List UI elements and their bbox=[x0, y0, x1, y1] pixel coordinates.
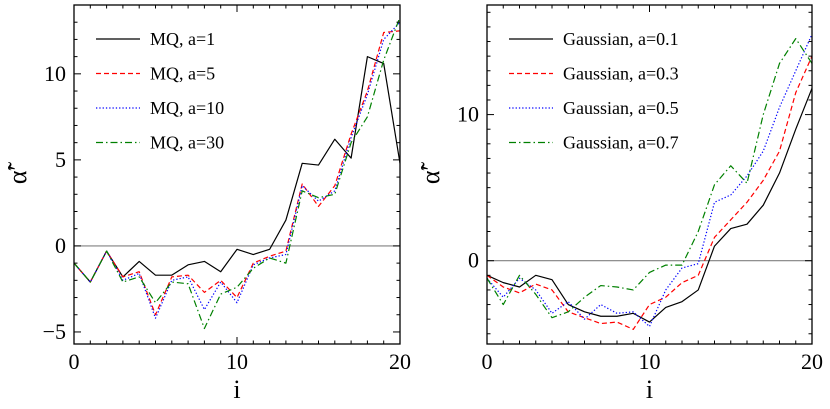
series-group bbox=[487, 33, 812, 330]
x-tick-label: 20 bbox=[389, 349, 411, 374]
series-line-3 bbox=[487, 33, 812, 328]
series-line-2 bbox=[487, 55, 812, 330]
series-line-4 bbox=[487, 38, 812, 319]
series-line-3 bbox=[74, 21, 400, 319]
x-tick-label: 10 bbox=[226, 349, 248, 374]
y-tick-label: −5 bbox=[43, 319, 66, 344]
legend-label: MQ, a=1 bbox=[150, 29, 215, 49]
series-line-4 bbox=[74, 16, 400, 330]
series-line-1 bbox=[487, 88, 812, 323]
x-axis-label: i bbox=[646, 375, 653, 404]
x-tick-label: 10 bbox=[639, 349, 661, 374]
legend-label: Gaussian, a=0.5 bbox=[563, 98, 679, 118]
y-tick-label: 5 bbox=[55, 147, 66, 172]
y-tick-label: 0 bbox=[468, 248, 479, 273]
legend-label: Gaussian, a=0.3 bbox=[563, 64, 679, 84]
legend-label: MQ, a=5 bbox=[150, 64, 215, 84]
y-axis-label: α̃′ bbox=[416, 162, 445, 185]
x-axis-label: i bbox=[233, 375, 240, 404]
series-line-2 bbox=[74, 30, 400, 316]
series-line-1 bbox=[74, 56, 400, 283]
y-tick-label: 10 bbox=[457, 102, 479, 127]
legend-label: Gaussian, a=0.1 bbox=[563, 29, 679, 49]
legend-label: MQ, a=30 bbox=[150, 133, 224, 153]
plot-frame bbox=[73, 4, 401, 345]
y-tick-label: 0 bbox=[55, 233, 66, 258]
legend-label: MQ, a=10 bbox=[150, 98, 224, 118]
y-axis-label: α̃′ bbox=[3, 162, 32, 185]
series-group bbox=[74, 16, 400, 330]
x-tick-label: 20 bbox=[801, 349, 823, 374]
legend-label: Gaussian, a=0.7 bbox=[563, 133, 679, 153]
x-tick-label: 0 bbox=[69, 349, 80, 374]
y-tick-label: 10 bbox=[44, 61, 66, 86]
plot-frame bbox=[486, 4, 813, 345]
x-tick-label: 0 bbox=[482, 349, 493, 374]
